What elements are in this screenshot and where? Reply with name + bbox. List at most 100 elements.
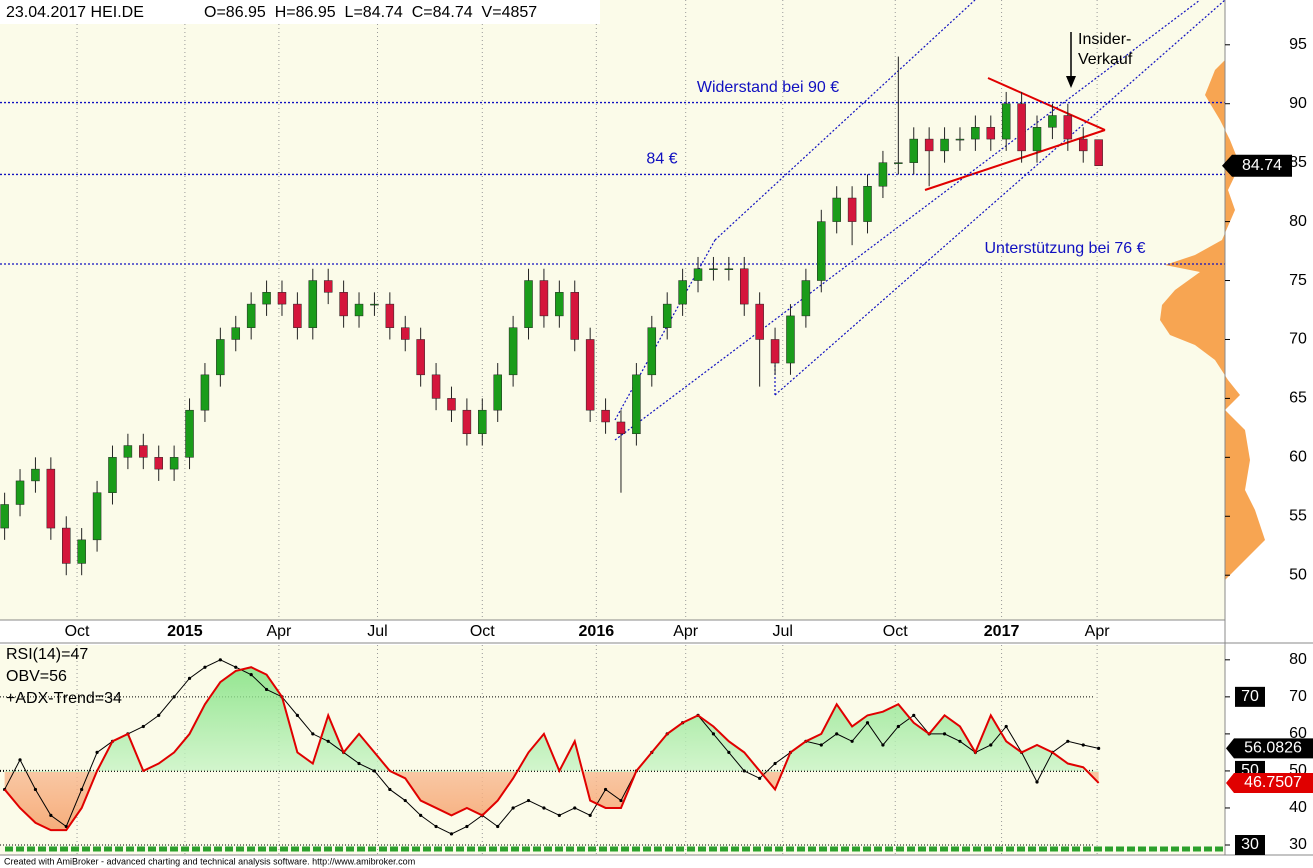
series-point bbox=[989, 743, 993, 747]
series-point bbox=[249, 673, 253, 677]
candle-body bbox=[709, 268, 718, 270]
candle-body bbox=[909, 138, 918, 163]
header-bg bbox=[0, 0, 600, 24]
series-line bbox=[4, 659, 1099, 835]
series-point bbox=[449, 832, 454, 836]
legend: RSI(14)=47 bbox=[6, 646, 88, 663]
x-tick-label: Apr bbox=[673, 623, 699, 640]
candle-body bbox=[724, 268, 734, 270]
series-point bbox=[80, 787, 84, 792]
series-point bbox=[372, 769, 377, 773]
y-tick-label: 90 bbox=[1289, 95, 1307, 112]
candle-body bbox=[339, 292, 348, 317]
y-tick-label: 30 bbox=[1289, 836, 1307, 853]
candle-body bbox=[370, 303, 379, 306]
candle-body bbox=[616, 421, 626, 435]
series-point bbox=[819, 743, 823, 747]
series-point bbox=[865, 721, 870, 725]
price-box bbox=[1222, 154, 1292, 177]
candle-body bbox=[139, 445, 148, 458]
candle-body bbox=[739, 268, 749, 305]
series-point bbox=[603, 787, 608, 792]
candle-body bbox=[894, 162, 903, 164]
candle-body bbox=[832, 197, 841, 222]
candle-body bbox=[508, 327, 518, 376]
candle-body bbox=[786, 315, 795, 364]
series-point bbox=[496, 824, 500, 829]
candle-body bbox=[77, 539, 86, 564]
candle-body bbox=[601, 409, 610, 423]
candle-body bbox=[847, 197, 857, 222]
annotation-arrow bbox=[1066, 32, 1076, 88]
candle-body bbox=[924, 138, 934, 152]
candle-body bbox=[108, 457, 117, 493]
candle-body bbox=[123, 445, 133, 458]
x-tick-label: 2016 bbox=[579, 623, 615, 640]
series-point bbox=[835, 732, 839, 736]
series-point bbox=[218, 658, 222, 662]
y-tick-label: 60 bbox=[1289, 449, 1307, 466]
series-point bbox=[18, 758, 22, 762]
series-point bbox=[1035, 780, 1039, 784]
x-tick-label: Jul bbox=[367, 623, 387, 640]
candle-body bbox=[570, 292, 579, 340]
candle-body bbox=[416, 339, 425, 376]
plot-bg bbox=[0, 0, 1225, 620]
candle-body bbox=[262, 292, 271, 305]
candle-body bbox=[308, 280, 318, 328]
candle-body bbox=[246, 303, 256, 328]
candle-body bbox=[632, 374, 641, 435]
series-point bbox=[711, 732, 716, 736]
series-point bbox=[958, 739, 962, 743]
candle-body bbox=[231, 327, 241, 340]
y-tick-label: 95 bbox=[1289, 36, 1307, 53]
candle-body bbox=[385, 303, 395, 328]
series-point bbox=[234, 665, 238, 669]
series-point bbox=[419, 813, 423, 817]
candle-body bbox=[1032, 127, 1042, 152]
candle-body bbox=[955, 138, 965, 141]
value-label: 46.7507 bbox=[1244, 774, 1302, 791]
candle-body bbox=[0, 504, 9, 529]
candle-body bbox=[92, 492, 102, 541]
y-tick-label: 70 bbox=[1289, 688, 1307, 705]
series-point bbox=[465, 824, 469, 829]
series-point bbox=[912, 713, 916, 717]
series-line bbox=[3, 666, 1100, 832]
x-tick-label: Apr bbox=[266, 623, 292, 640]
series-point bbox=[264, 687, 269, 692]
candle-body bbox=[647, 327, 657, 376]
candle-body bbox=[478, 409, 487, 435]
y-tick-label: 50 bbox=[1289, 566, 1307, 583]
value-box bbox=[1226, 772, 1313, 793]
candle-body bbox=[878, 162, 888, 187]
series-point bbox=[326, 739, 330, 743]
candle-body bbox=[277, 292, 287, 305]
series-point bbox=[95, 750, 99, 755]
value-label: 56.0826 bbox=[1244, 740, 1302, 757]
series-point bbox=[1066, 739, 1070, 743]
series-point bbox=[526, 798, 531, 803]
series-point bbox=[619, 798, 623, 803]
candle-body bbox=[1094, 139, 1103, 166]
y-tick-label: 55 bbox=[1289, 507, 1307, 524]
legend: +ADX-Trend=34 bbox=[6, 690, 122, 707]
candle-body bbox=[863, 185, 872, 222]
level-label: 84 € bbox=[646, 151, 677, 168]
candle-body bbox=[1063, 115, 1073, 140]
series-point bbox=[157, 713, 161, 717]
y-tick-label: 70 bbox=[1289, 331, 1307, 348]
price-label: 84.74 bbox=[1242, 157, 1282, 174]
series-point bbox=[203, 665, 207, 669]
candle-body bbox=[462, 409, 472, 435]
y-tick-label: 80 bbox=[1289, 651, 1307, 668]
candle-body bbox=[678, 280, 687, 305]
y-tick-label: 60 bbox=[1289, 725, 1307, 742]
level-label: 30 bbox=[1241, 836, 1259, 853]
series-point bbox=[403, 798, 407, 803]
series-point bbox=[896, 724, 900, 729]
x-tick-label: 2015 bbox=[167, 623, 203, 640]
area-fill bbox=[4, 667, 1099, 772]
candle-body bbox=[1048, 115, 1057, 128]
